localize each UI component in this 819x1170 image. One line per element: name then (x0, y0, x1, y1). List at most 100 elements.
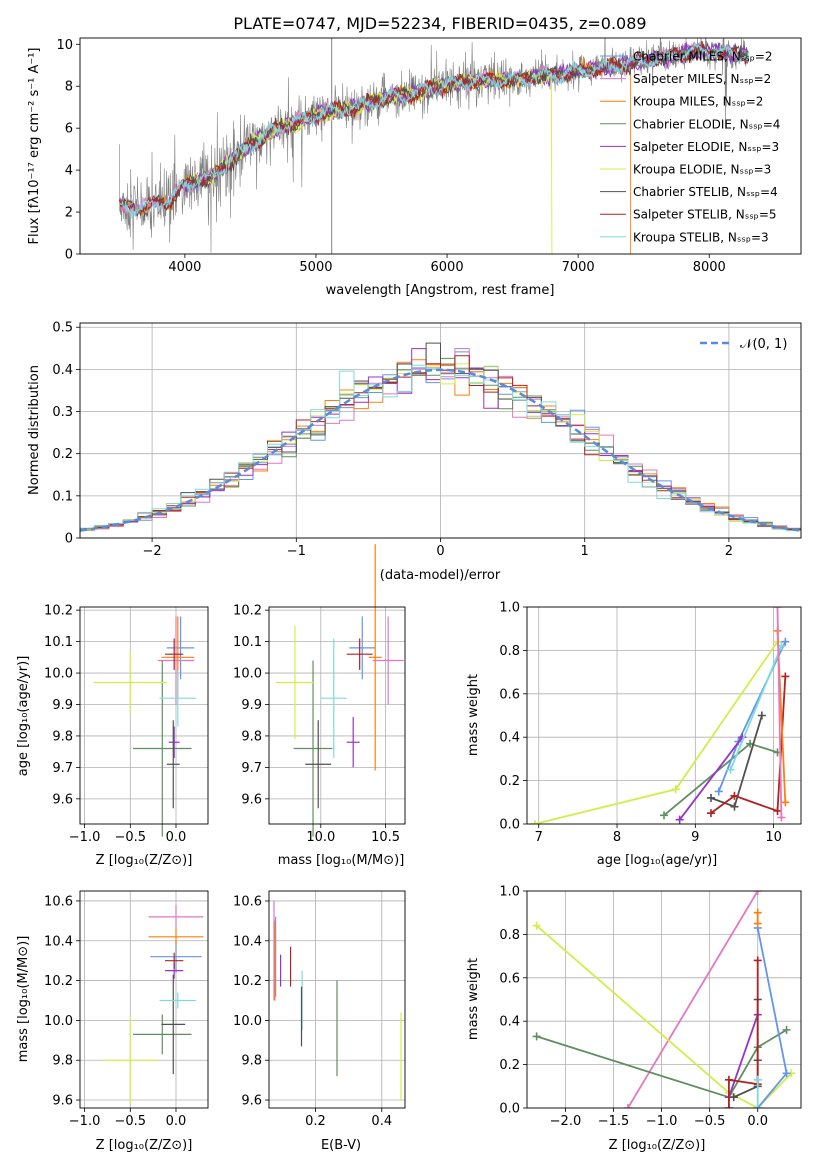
y-tick-label: 10.2 (233, 604, 262, 619)
mass_vs_ebv-axes: 0.2 0.4 9.6 9.8 10.0 10.2 10.4 10.6 (233, 891, 405, 1129)
weight-marker-kroupa_elodie (532, 921, 541, 930)
y-tick-label: 10 (56, 38, 73, 53)
x-tick-label: 8000 (693, 260, 726, 275)
y-tick-label: 9.6 (52, 792, 73, 807)
residuals-ylabel: Normed distribution (27, 365, 42, 495)
weight-marker-salpeter_stelib (773, 806, 782, 815)
weight-marker-salpeter_miles (753, 891, 762, 895)
y-tick-label: 9.6 (241, 1094, 262, 1109)
weight_vs_age-series (530, 607, 790, 824)
y-tick-label: 9.8 (52, 729, 73, 744)
y-tick-label: 2 (65, 206, 73, 221)
y-tick-label: 10.2 (233, 974, 262, 989)
y-tick-label: 9.7 (52, 761, 73, 776)
errorbar-salpeter_miles (372, 616, 404, 705)
errorbar-kroupa_elodie (275, 625, 315, 740)
residuals-panel: −2 −1 0 1 2 0 0.1 0.2 0.3 0.4 0.5 𝒩(0, 1) (data-mo… (27, 321, 802, 583)
weight-marker-salpeter_stelib (724, 1104, 733, 1108)
errorbar-chabrier_elodie (133, 660, 192, 837)
weight-marker-salpeter_elodie (675, 815, 684, 824)
weight-line-kroupa_elodie (536, 925, 793, 1108)
residuals-legend: 𝒩(0, 1) (700, 337, 787, 352)
model-line-kroupa_stelib (118, 42, 750, 219)
x-tick-label: 7 (535, 830, 543, 845)
mass-vs-metallicity-panel: Z [log₁₀(Z/Z⊙)] mass [log₁₀(M/M⊙)] −1.0−… (16, 890, 209, 1153)
y-tick-label: 9.9 (241, 698, 262, 713)
errorbar-salpeter_miles (157, 616, 195, 705)
legend-label-chabrier_elodie: Chabrier ELODIE, Nₛₛₚ=4 (633, 117, 780, 131)
weight_vs_Z-series (532, 891, 796, 1108)
weight-marker-chabrier_stelib (729, 1093, 738, 1102)
weight-marker-chabrier_miles (782, 1069, 791, 1078)
y-tick-label: 10.2 (44, 974, 73, 989)
errorbar-chabrier_miles (150, 940, 202, 973)
y-tick-label: 0.2 (499, 774, 520, 789)
wZ-xlabel: Z [log₁₀(Z/Z⊙)] (609, 1138, 706, 1153)
age_vs_mass-frame (268, 606, 406, 825)
weight-marker-chabrier_stelib (730, 802, 739, 811)
y-tick-label: 9.9 (52, 698, 73, 713)
weight-marker-salpeter_stelib (781, 672, 790, 681)
weight-marker-salpeter_stelib (724, 1075, 733, 1084)
x-tick-label: 10.0 (306, 830, 335, 845)
wAge-xlabel: age [log₁₀(age/yr)] (597, 853, 718, 868)
y-tick-label: 0 (65, 532, 73, 547)
x-tick-label: −1.0 (69, 1114, 101, 1129)
y-tick-label: 10.2 (44, 604, 73, 619)
errorbar-chabrier_elodie (133, 1014, 192, 1055)
legend-label-kroupa_miles: Kroupa MILES, Nₛₛₚ=2 (633, 95, 763, 109)
x-tick-label: 0.0 (166, 830, 187, 845)
y-tick-label: 0.4 (499, 731, 520, 746)
spectrum-panel: PLATE=0747, MJD=52234, FIBERID=0435, z=0… (27, 14, 802, 298)
wAge-ylabel: mass weight (466, 674, 481, 756)
residuals-frame (79, 322, 802, 539)
errorbar-salpeter_miles (148, 904, 204, 929)
x-tick-label: −0.5 (694, 1114, 726, 1129)
weight-line-salpeter_elodie (678, 736, 744, 821)
x-tick-label: 4000 (168, 260, 201, 275)
y-tick-label: 0.2 (52, 447, 73, 462)
weight-marker-chabrier_elodie (532, 1032, 541, 1041)
weight-marker-chabrier_miles (781, 637, 790, 646)
y-tick-label: 0.2 (499, 1058, 520, 1073)
y-tick-label: 0.5 (52, 321, 73, 336)
residuals-xlabel: (data-model)/error (380, 568, 501, 583)
legend-label-salpeter_stelib: Salpeter STELIB, Nₛₛₚ=5 (633, 208, 777, 222)
weight-line-salpeter_elodie (728, 1014, 759, 1098)
weight-marker-kroupa_stelib (753, 1075, 762, 1084)
x-tick-label: −1 (287, 544, 306, 559)
legend-label-kroupa_stelib: Kroupa STELIB, Nₛₛₚ=3 (633, 230, 769, 244)
age-vs-mass-panel: mass [log₁₀(M/M⊙)] 10.0 10.5 9.6 9.7 9.8 9.9 1… (233, 544, 406, 868)
x-tick-label: 9 (691, 830, 699, 845)
mZ-ylabel: mass [log₁₀(M/M⊙)] (16, 936, 31, 1063)
weight-vs-metallicity-panel: Z [log₁₀(Z/Z⊙)] mass weight −2.0 −1.5 −1.0… (466, 885, 802, 1153)
spectrum-axes: 4000 5000 6000 7000 8000 0 2 4 6 8 10 (56, 38, 725, 275)
legend-normal-label: 𝒩(0, 1) (740, 337, 787, 352)
y-tick-label: 9.7 (241, 761, 262, 776)
weight-marker-chabrier_stelib (757, 711, 766, 720)
weight-vs-age-panel: age [log₁₀(age/yr)] mass weight 7 8 9 10 0.0… (466, 601, 802, 868)
errorbar-chabrier_stelib (305, 720, 332, 809)
weight-marker-chabrier_elodie (660, 811, 668, 820)
y-tick-label: 0.4 (52, 363, 73, 378)
errorbar-salpeter_stelib (165, 952, 184, 969)
legend-label-salpeter_elodie: Salpeter ELODIE, Nₛₛₚ=3 (633, 140, 779, 154)
y-tick-label: 10.1 (44, 635, 73, 650)
weight-line-salpeter_stelib (710, 676, 787, 814)
x-tick-label: −1.0 (646, 1114, 678, 1129)
mass-vs-ebv-panel: E(B-V) 0.2 0.4 9.6 9.8 10.0 10.2 10.4 10.6 (233, 890, 406, 1153)
x-tick-label: −0.5 (114, 830, 146, 845)
y-tick-label: 0.6 (499, 687, 520, 702)
y-tick-label: 0.0 (499, 1102, 520, 1117)
spectrum-xlabel: wavelength [Angstrom, rest frame] (326, 283, 555, 298)
mass_vs_Z-axes: −1.0 −0.5 0.0 9.6 9.8 10.0 10.2 10.4 10.6 (44, 891, 208, 1129)
mZ-xlabel: Z [log₁₀(Z/Z⊙)] (96, 1138, 193, 1153)
x-tick-label: 2 (725, 544, 733, 559)
y-tick-label: 10.4 (44, 934, 73, 949)
x-tick-label: −1.0 (69, 830, 101, 845)
errorbar-kroupa_elodie (102, 1016, 158, 1105)
y-tick-label: 9.8 (52, 1054, 73, 1069)
errorbar-kroupa_stelib (159, 669, 197, 727)
x-tick-label: 7000 (562, 260, 595, 275)
errorbar-chabrier_stelib (166, 720, 180, 809)
